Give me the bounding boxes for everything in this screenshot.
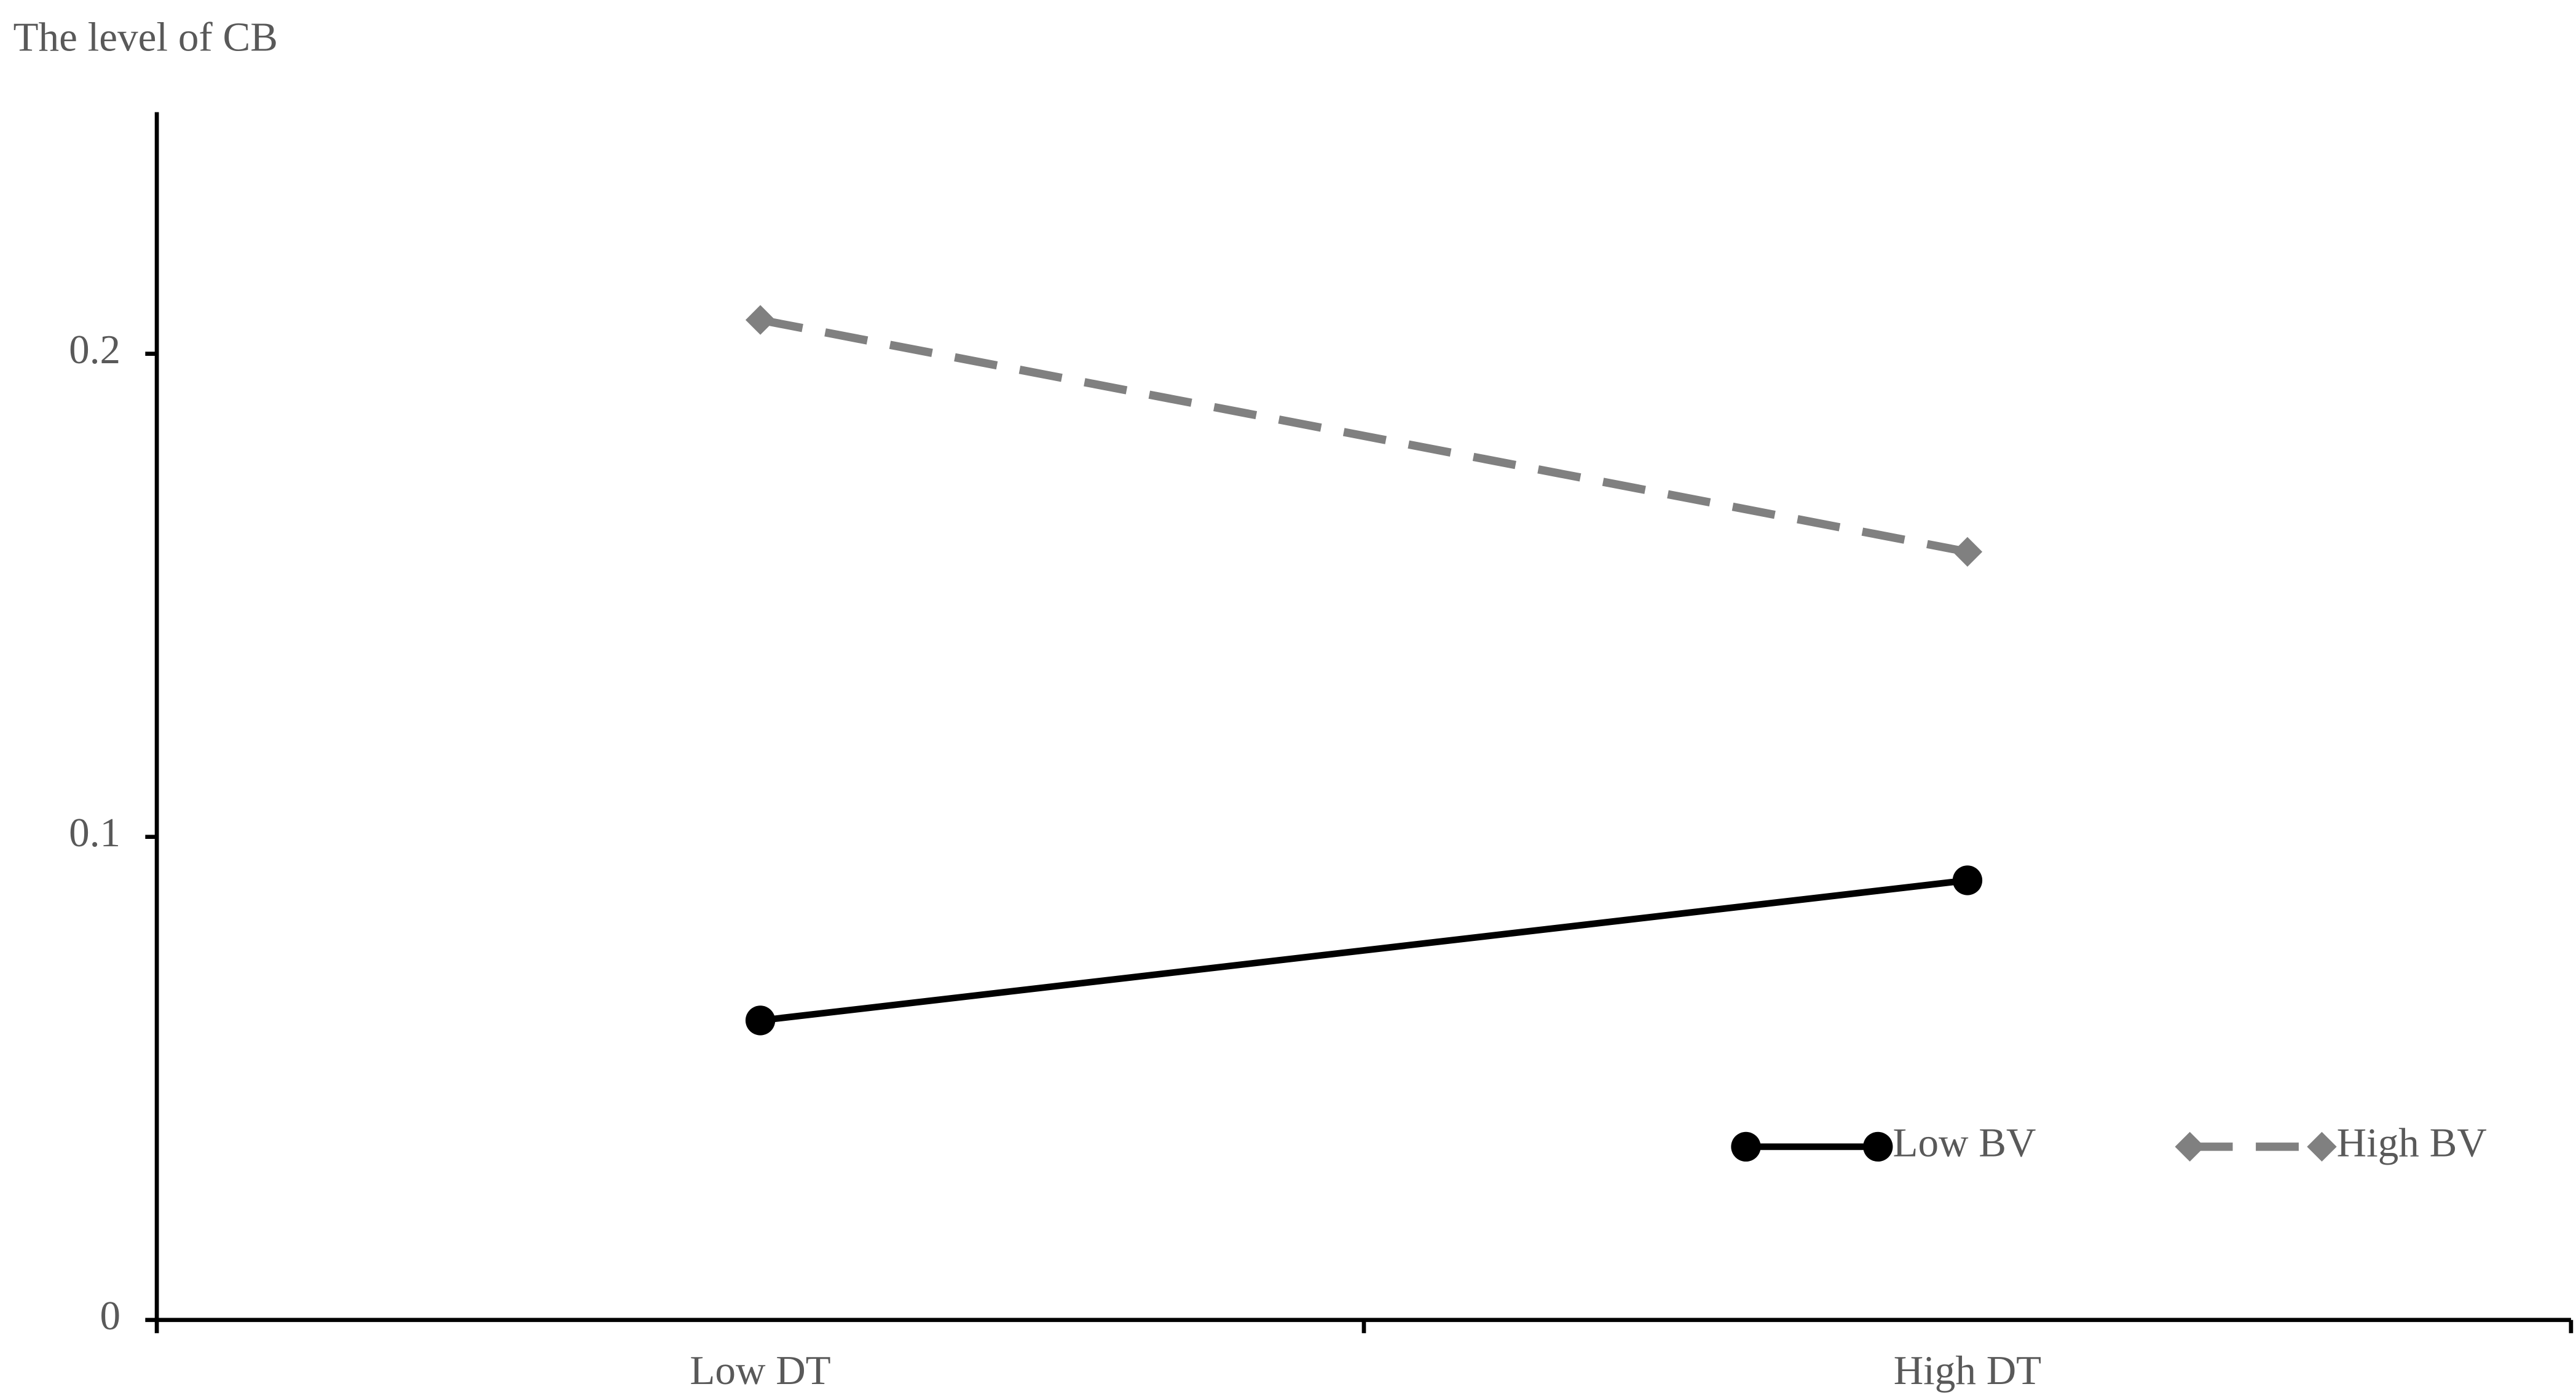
legend-marker [2307, 1131, 2337, 1162]
legend-label: High BV [2337, 1119, 2487, 1165]
legend-marker [1863, 1131, 1893, 1162]
legend-label: Low BV [1893, 1119, 2036, 1165]
series-line [760, 877, 1968, 1024]
series-marker [1952, 865, 1983, 895]
y-axis-title: The level of CB [14, 14, 278, 60]
legend-marker [2175, 1131, 2205, 1162]
series-marker [745, 305, 776, 335]
x-tick-label: Low DT [690, 1347, 830, 1393]
x-tick-label: High DT [1894, 1347, 2041, 1393]
series-marker [1952, 537, 1983, 567]
y-tick-label: 0 [100, 1292, 120, 1339]
y-tick-label: 0.2 [69, 326, 120, 372]
y-tick-label: 0.1 [69, 809, 120, 855]
series-marker [745, 1005, 776, 1036]
legend-marker [1731, 1131, 1761, 1162]
series-line [759, 315, 1969, 556]
